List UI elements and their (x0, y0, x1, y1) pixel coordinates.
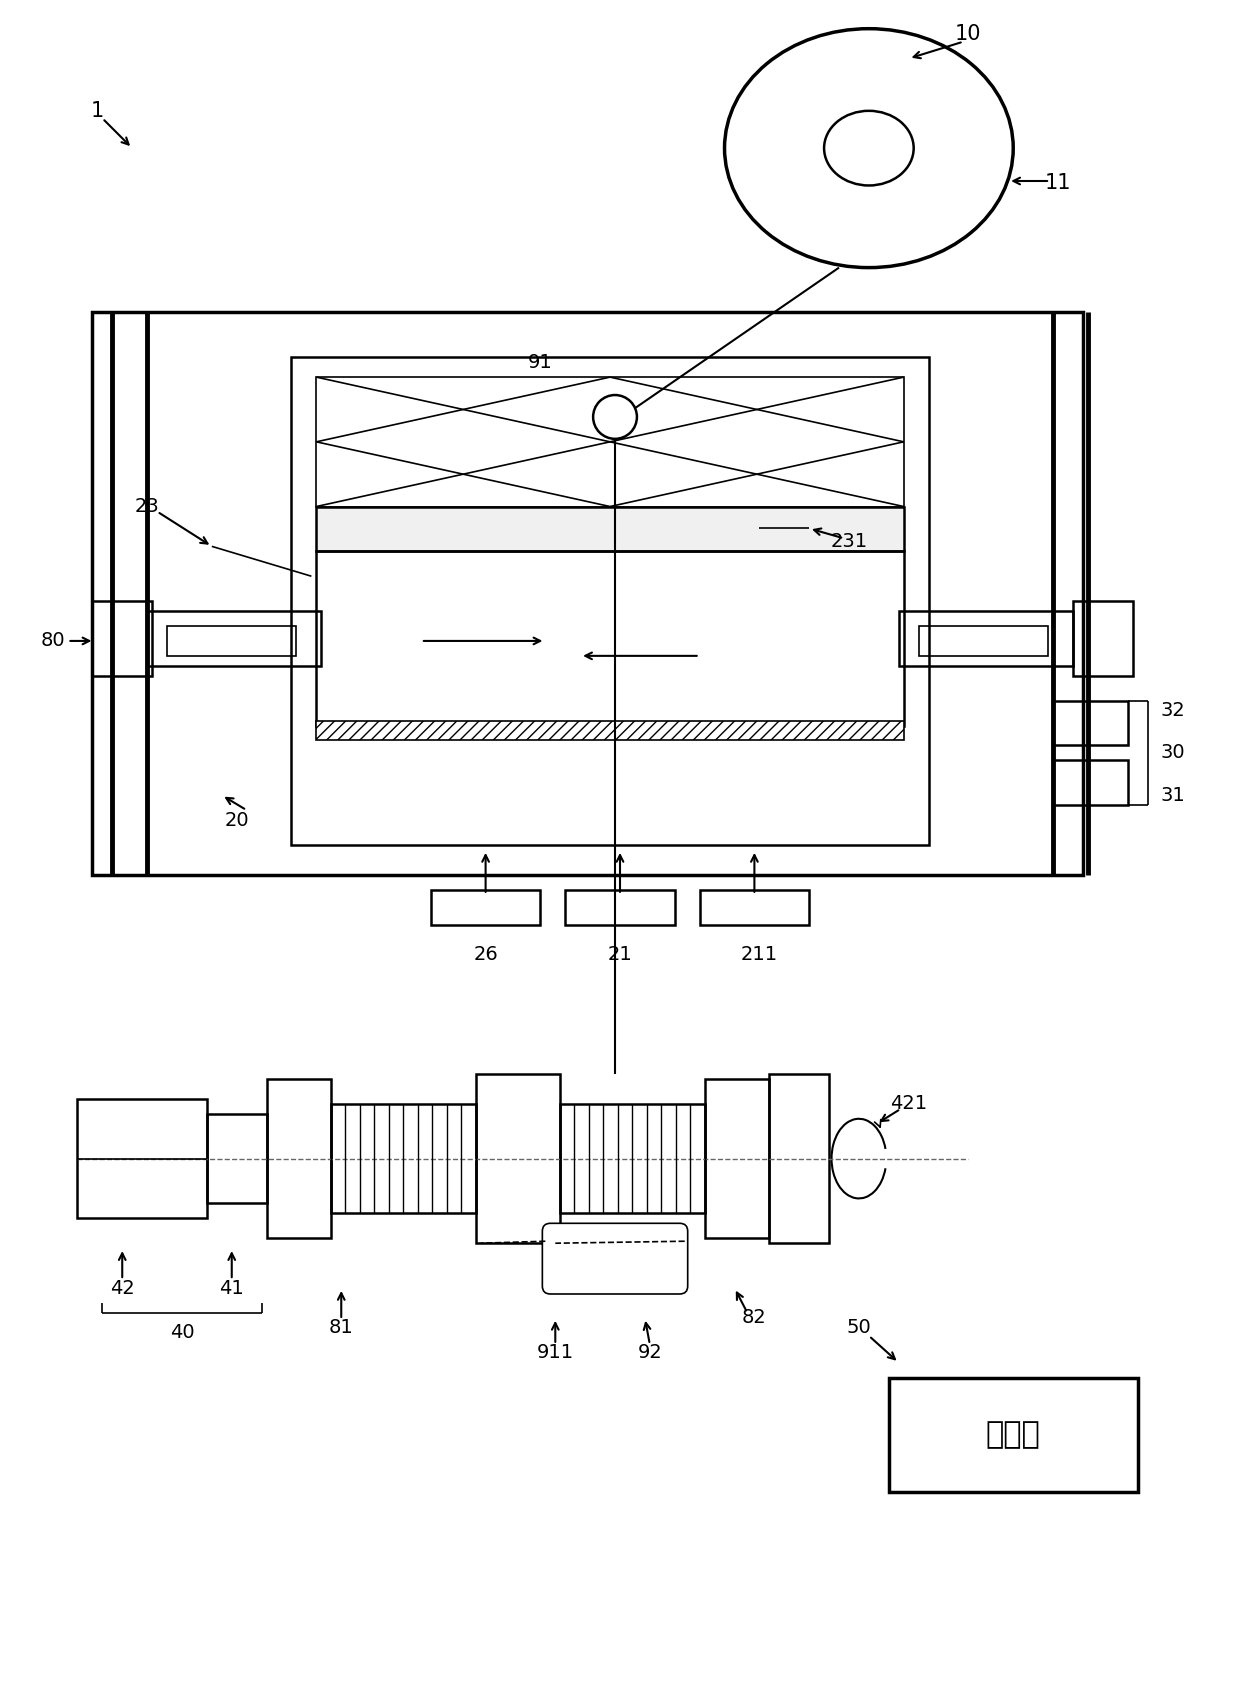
Text: 控制部: 控制部 (986, 1420, 1040, 1449)
Bar (1053, 700, 1127, 746)
Ellipse shape (724, 29, 1013, 268)
Text: 10: 10 (955, 24, 982, 44)
Text: 31: 31 (1161, 786, 1185, 805)
Bar (316, 720, 904, 741)
Text: 30: 30 (1161, 742, 1185, 763)
Bar (899, 612, 1073, 666)
Text: 1: 1 (91, 102, 104, 122)
Bar (167, 625, 296, 656)
Text: 42: 42 (110, 1278, 135, 1297)
Bar (148, 612, 321, 666)
Text: 11: 11 (1045, 173, 1071, 193)
Bar (207, 1114, 267, 1203)
Text: 23: 23 (135, 497, 160, 515)
Bar (331, 1103, 476, 1214)
Circle shape (593, 395, 637, 439)
Bar (476, 1075, 560, 1242)
Bar (1053, 761, 1127, 805)
Bar (919, 625, 1048, 656)
Bar (267, 1080, 331, 1239)
Bar (92, 602, 153, 676)
Text: 80: 80 (40, 632, 64, 651)
Bar (92, 312, 1083, 875)
Bar (316, 376, 904, 507)
Text: 26: 26 (474, 946, 498, 964)
Text: 40: 40 (170, 1324, 195, 1342)
FancyBboxPatch shape (542, 1224, 688, 1293)
Text: 41: 41 (219, 1278, 244, 1297)
Text: 81: 81 (329, 1319, 353, 1337)
Bar (316, 551, 904, 725)
Text: 82: 82 (742, 1309, 766, 1327)
Text: 92: 92 (637, 1342, 662, 1363)
Bar (704, 1080, 769, 1239)
Bar (769, 1075, 830, 1242)
Text: 32: 32 (1161, 702, 1185, 720)
Bar (430, 890, 541, 925)
Text: 211: 211 (740, 946, 777, 964)
Bar (1073, 602, 1132, 676)
Bar (565, 890, 675, 925)
Text: 50: 50 (847, 1319, 872, 1337)
Bar (316, 507, 904, 551)
Bar (699, 890, 810, 925)
Bar (77, 1098, 207, 1219)
Text: 21: 21 (608, 946, 632, 964)
Text: 911: 911 (537, 1342, 574, 1363)
Text: 91: 91 (528, 353, 553, 371)
Bar (560, 1103, 704, 1214)
Bar (889, 1378, 1137, 1492)
Text: 231: 231 (831, 532, 868, 551)
Bar (291, 358, 929, 846)
Text: 20: 20 (224, 810, 249, 829)
Ellipse shape (825, 110, 914, 185)
Text: 421: 421 (890, 1095, 928, 1114)
